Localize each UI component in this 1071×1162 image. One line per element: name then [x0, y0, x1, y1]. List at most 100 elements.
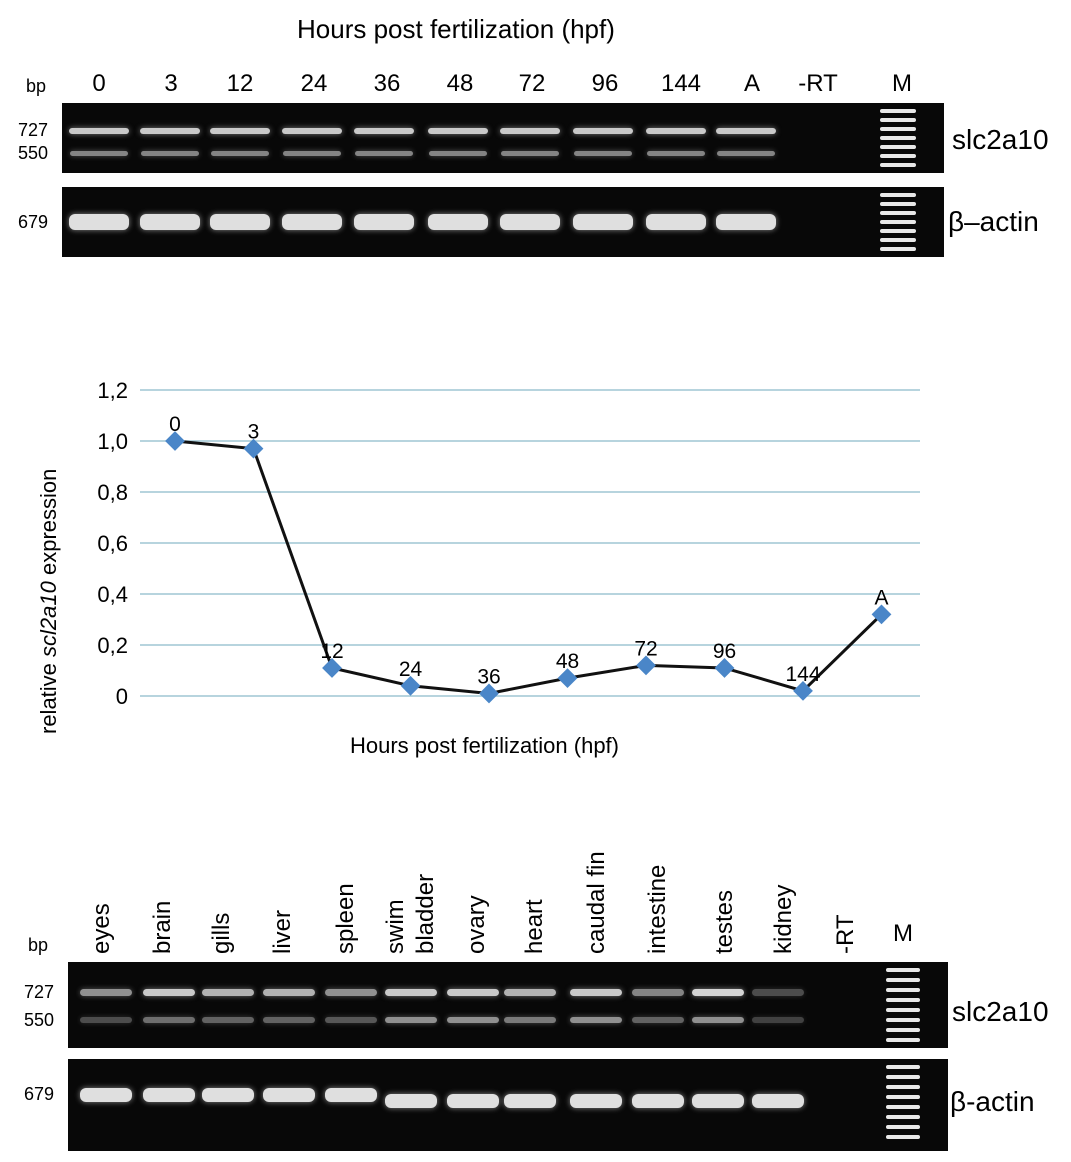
marker-band — [880, 109, 916, 113]
gel-band — [504, 1017, 556, 1023]
point-label: 96 — [713, 640, 736, 663]
point-label: 3 — [248, 421, 260, 444]
gel-band — [692, 1017, 744, 1023]
gel-band — [570, 988, 622, 996]
point-label: 0 — [169, 413, 181, 436]
lane-label: 0 — [92, 70, 106, 97]
gel-band — [632, 988, 684, 996]
marker-band — [886, 1105, 920, 1109]
gel-band — [202, 1088, 254, 1102]
gel-band — [752, 1094, 804, 1108]
gel-band — [647, 150, 705, 156]
data-point — [793, 681, 813, 701]
marker-band — [886, 1085, 920, 1089]
tissue-label: -RT — [832, 914, 859, 954]
marker-band — [880, 136, 916, 140]
gel-band — [70, 150, 128, 156]
marker-band — [880, 193, 916, 197]
data-point — [479, 683, 499, 704]
marker-band — [886, 1038, 920, 1042]
expression-line-chart: 0 0,2 0,4 0,6 0,8 1,0 1,2 0 3 12 24 36 48 72 96 144 A — [97, 378, 920, 709]
y-tick-label: 1,2 — [97, 378, 128, 403]
tissue-label: brain — [149, 900, 176, 954]
series-line — [174, 439, 883, 695]
gel-band — [263, 1088, 315, 1102]
marker-band — [886, 988, 920, 992]
tissue-label: liver — [269, 909, 296, 954]
gel-band — [385, 1094, 437, 1108]
gel-band — [80, 1088, 132, 1102]
marker-band — [880, 202, 916, 206]
marker-band — [886, 1018, 920, 1022]
gel-band — [447, 1017, 499, 1023]
data-point — [557, 668, 578, 689]
data-point — [165, 431, 185, 451]
panel-c-bp-label: bp — [28, 935, 49, 955]
marker-band — [880, 118, 916, 122]
gel-band — [143, 988, 195, 996]
gel-band — [717, 150, 775, 156]
gel-band — [500, 214, 560, 230]
marker-band — [880, 154, 916, 158]
gel-band — [140, 128, 200, 134]
data-point — [322, 658, 342, 678]
gel-band — [263, 1017, 315, 1023]
gel-band — [504, 1094, 556, 1108]
gel-band — [263, 988, 315, 996]
size-550-tissue: 550 — [24, 1010, 55, 1030]
gel-band — [211, 150, 269, 156]
gel-band — [325, 1088, 377, 1102]
gel-band — [504, 988, 556, 996]
marker-band — [886, 1008, 920, 1012]
lane-label: 24 — [300, 70, 328, 97]
tissue-label: M — [893, 920, 913, 947]
gel-band — [573, 214, 633, 230]
lane-label: 36 — [373, 70, 401, 97]
point-label: 72 — [634, 637, 657, 660]
lane-label: M — [892, 70, 912, 97]
data-point — [871, 604, 892, 625]
gel-band — [716, 128, 776, 134]
size-550: 550 — [18, 143, 49, 163]
gene-label-beta-actin-tissues: β-actin — [950, 1086, 1035, 1117]
tissue-label: heart — [521, 899, 548, 954]
gene-label-slc2a10-tissues: slc2a10 — [952, 996, 1049, 1027]
gel-band — [429, 150, 487, 156]
gel-band — [447, 1094, 499, 1108]
tissue-label: eyes — [88, 903, 115, 954]
gel-band — [385, 988, 437, 996]
lane-label: 144 — [660, 70, 702, 97]
lane-label: 96 — [591, 70, 619, 97]
size-727-tissue: 727 — [24, 982, 55, 1002]
gel-band — [632, 1017, 684, 1023]
x-axis-label: Hours post fertilization (hpf) — [350, 733, 619, 758]
data-point — [400, 675, 421, 696]
point-label: 24 — [399, 658, 423, 681]
marker-band — [880, 211, 916, 215]
gene-label-slc2a10: slc2a10 — [952, 124, 1049, 155]
marker-band — [886, 1125, 920, 1129]
gel-band — [282, 128, 342, 134]
gel-band — [355, 150, 413, 156]
gel-band — [447, 988, 499, 996]
y-axis-label: relative scl2a10 expression — [36, 468, 61, 734]
marker-band — [880, 238, 916, 242]
size-679-tissue: 679 — [24, 1084, 55, 1104]
marker-band — [886, 1065, 920, 1069]
tissue-label: spleen — [332, 883, 359, 954]
marker-band — [880, 229, 916, 233]
marker-band — [886, 1028, 920, 1032]
gel-band — [282, 214, 342, 230]
series-markers — [165, 431, 892, 704]
point-label: 36 — [477, 665, 500, 688]
gel-band — [210, 128, 270, 134]
point-label: 12 — [320, 640, 343, 663]
marker-band — [880, 145, 916, 149]
marker-band — [880, 163, 916, 167]
gel-band — [210, 214, 270, 230]
marker-band — [886, 1135, 920, 1139]
lane-label: 72 — [518, 70, 546, 97]
gel-beta-actin-timecourse — [62, 187, 944, 257]
tissue-label: gills — [208, 912, 235, 954]
marker-band — [886, 1115, 920, 1119]
